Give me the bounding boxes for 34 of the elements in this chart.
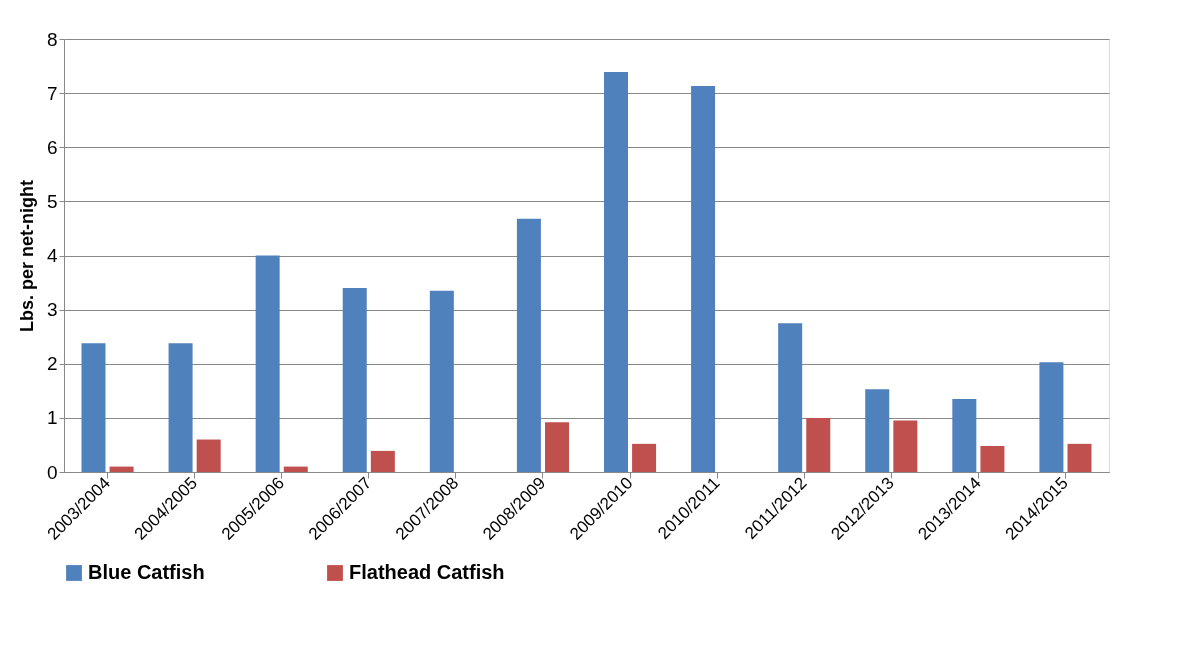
bar xyxy=(429,290,454,472)
bar xyxy=(196,439,221,472)
y-tick-label: 4 xyxy=(46,245,58,266)
bar xyxy=(980,446,1005,472)
bar xyxy=(283,466,308,472)
y-axis-title: Lbs. per net-night xyxy=(16,180,37,332)
bar xyxy=(893,420,918,472)
bar xyxy=(255,255,280,472)
y-tick-label: 0 xyxy=(46,461,58,483)
legend-label: Blue Catfish xyxy=(88,561,205,583)
bar xyxy=(778,323,803,472)
y-tick-label: 2 xyxy=(46,353,58,375)
bar xyxy=(632,443,657,472)
bar xyxy=(1039,362,1064,472)
bar xyxy=(691,86,716,472)
bar xyxy=(168,343,193,472)
y-tick-label: 1 xyxy=(46,407,58,429)
bar xyxy=(342,287,367,472)
bar xyxy=(865,389,890,472)
y-tick-label: 8 xyxy=(46,28,58,50)
bar xyxy=(370,450,395,472)
bar xyxy=(806,417,831,472)
bar xyxy=(109,466,134,472)
bar xyxy=(952,398,977,472)
bar xyxy=(604,72,628,472)
bar xyxy=(1067,443,1092,472)
legend-label: Flathead Catfish xyxy=(349,561,505,583)
y-tick-label: 7 xyxy=(46,82,58,104)
y-tick-label: 3 xyxy=(46,299,58,321)
bar xyxy=(545,422,569,472)
y-tick-label: 5 xyxy=(46,190,58,212)
bar xyxy=(81,343,106,472)
bar xyxy=(516,218,541,472)
y-tick-label: 6 xyxy=(46,136,58,158)
